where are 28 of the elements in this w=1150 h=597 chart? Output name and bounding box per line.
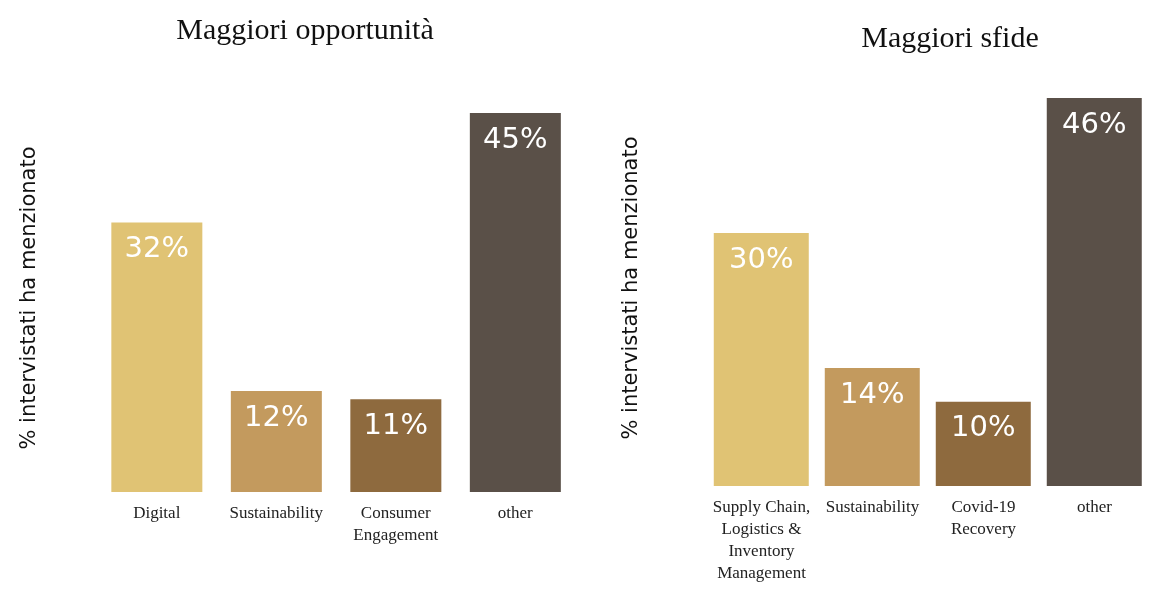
bar: [350, 399, 442, 492]
x-tick-label: Sustainability: [825, 497, 920, 516]
bar: [824, 367, 920, 486]
chart-title: Maggiori sfide: [860, 20, 1040, 54]
y-axis-title: % intervistati ha menzionato: [16, 145, 40, 452]
chart-title: Maggiori opportunità: [175, 12, 435, 46]
bar: [111, 222, 203, 492]
x-tick-label: other: [497, 503, 534, 522]
y-axis-title: % intervistati ha menzionato: [618, 135, 642, 442]
x-tick-label: Sustainability: [229, 503, 324, 522]
x-tick-label: Covid-19 Recovery: [950, 497, 1017, 538]
data-label: 30%: [729, 240, 794, 275]
data-label: 12%: [244, 398, 309, 433]
bar: [469, 113, 561, 492]
x-tick-label: Digital: [133, 503, 181, 522]
x-tick-label: other: [1077, 497, 1113, 516]
bar: [935, 401, 1031, 486]
bar: [1046, 98, 1142, 486]
x-tick-label: Consumer Engagement: [353, 503, 439, 544]
data-label: 14%: [840, 375, 905, 410]
data-label: 10%: [951, 409, 1016, 444]
bar: [230, 390, 322, 492]
x-tick-label: Supply Chain, Logistics & Inventory Management: [712, 497, 811, 582]
data-label: 32%: [124, 230, 190, 265]
data-label: 11%: [363, 406, 429, 441]
data-label: 46%: [1062, 105, 1127, 140]
data-label: 45%: [483, 120, 548, 155]
bar: [713, 232, 809, 486]
